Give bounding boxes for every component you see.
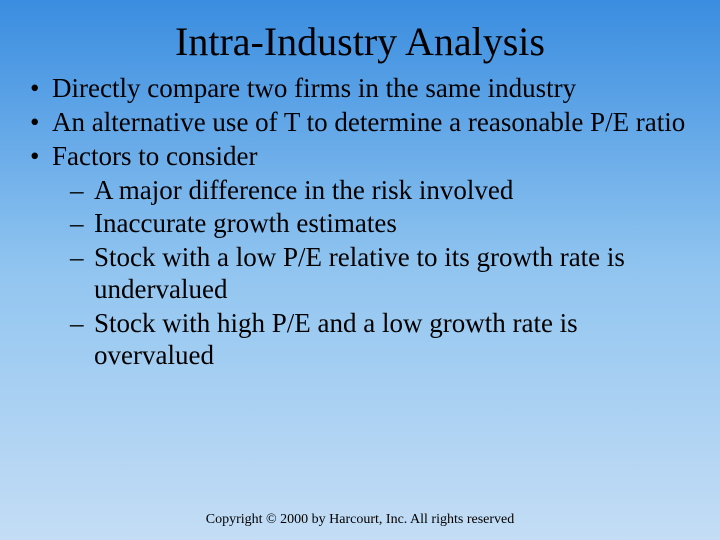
sub-bullet-item: – Stock with high P/E and a low growth r… [28,308,698,372]
sub-bullet-item: – Inaccurate growth estimates [28,208,698,240]
bullet-item: • Directly compare two firms in the same… [28,73,698,105]
bullet-item: • An alternative use of T to determine a… [28,107,698,139]
bullet-text: An alternative use of T to determine a r… [52,107,698,139]
bullet-marker: • [28,141,52,173]
bullet-text: Directly compare two firms in the same i… [52,73,698,105]
bullet-item: • Factors to consider [28,141,698,173]
sub-bullet-text: Stock with high P/E and a low growth rat… [94,308,698,372]
sub-bullet-text: Inaccurate growth estimates [94,208,698,240]
bullet-marker: • [28,73,52,105]
copyright-footer: Copyright © 2000 by Harcourt, Inc. All r… [0,512,720,528]
sub-bullet-text: Stock with a low P/E relative to its gro… [94,242,698,306]
bullet-marker: • [28,107,52,139]
slide-title: Intra-Industry Analysis [0,0,720,73]
sub-bullet-text: A major difference in the risk involved [94,175,698,207]
dash-marker: – [70,242,94,274]
dash-marker: – [70,175,94,207]
bullet-text: Factors to consider [52,141,698,173]
dash-marker: – [70,208,94,240]
slide-content: • Directly compare two firms in the same… [0,73,720,372]
sub-bullet-item: – A major difference in the risk involve… [28,175,698,207]
dash-marker: – [70,308,94,340]
sub-bullet-item: – Stock with a low P/E relative to its g… [28,242,698,306]
